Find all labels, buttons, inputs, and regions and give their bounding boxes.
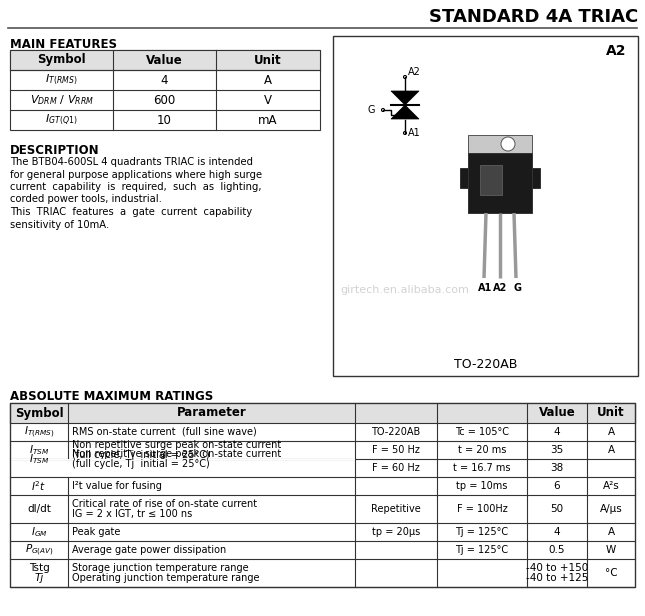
Text: 6: 6: [553, 481, 561, 491]
Text: 600: 600: [154, 94, 175, 107]
Bar: [532, 168, 540, 188]
Text: Symbol: Symbol: [37, 54, 86, 67]
Text: Tstg: Tstg: [28, 563, 50, 573]
Text: -40 to +150: -40 to +150: [526, 563, 588, 573]
Text: Storage junction temperature range: Storage junction temperature range: [72, 563, 248, 573]
Text: Non repetitive surge peak on-state current: Non repetitive surge peak on-state curre…: [72, 440, 281, 450]
Text: girtech.en.alibaba.com: girtech.en.alibaba.com: [340, 285, 469, 295]
Text: °C: °C: [605, 568, 617, 578]
Text: V: V: [264, 94, 272, 107]
Text: 4: 4: [553, 527, 561, 537]
Text: $I_{GM}$: $I_{GM}$: [30, 525, 47, 539]
Bar: [10, 403, 635, 587]
Text: RMS on-state current  (full sine wave): RMS on-state current (full sine wave): [72, 427, 257, 437]
Text: 35: 35: [550, 445, 564, 455]
Polygon shape: [391, 91, 419, 105]
Text: Operating junction temperature range: Operating junction temperature range: [72, 573, 259, 583]
Text: corded power tools, industrial.: corded power tools, industrial.: [10, 195, 162, 205]
Text: Unit: Unit: [254, 54, 282, 67]
Text: $I_{GT(Q1)}$: $I_{GT(Q1)}$: [45, 113, 78, 127]
Bar: [333, 36, 638, 376]
Text: sensitivity of 10mA.: sensitivity of 10mA.: [10, 219, 109, 230]
Bar: [10, 458, 355, 460]
Text: current  capability  is  required,  such  as  lighting,: current capability is required, such as …: [10, 182, 261, 192]
Text: 38: 38: [550, 463, 564, 473]
Text: F = 50 Hz: F = 50 Hz: [372, 445, 420, 455]
Text: A: A: [608, 527, 615, 537]
Text: $V_{DRM}\ /\ V_{RRM}$: $V_{DRM}\ /\ V_{RRM}$: [30, 93, 94, 107]
Bar: [468, 135, 532, 153]
Text: ABSOLUTE MAXIMUM RATINGS: ABSOLUTE MAXIMUM RATINGS: [10, 390, 213, 403]
Bar: [468, 153, 532, 213]
Text: DESCRIPTION: DESCRIPTION: [10, 144, 99, 157]
Text: A: A: [264, 73, 272, 86]
Text: A²s: A²s: [602, 481, 619, 491]
Text: TO-220AB: TO-220AB: [454, 358, 517, 371]
Text: Peak gate: Peak gate: [72, 527, 121, 537]
Text: $I_{TSM}$: $I_{TSM}$: [29, 443, 49, 457]
Bar: [10, 50, 320, 130]
Text: Tj: Tj: [34, 573, 44, 583]
Text: $I_{T(RMS)}$: $I_{T(RMS)}$: [45, 73, 78, 87]
Text: G: G: [368, 105, 375, 115]
Text: 50: 50: [550, 504, 564, 514]
Text: STANDARD 4A TRIAC: STANDARD 4A TRIAC: [429, 8, 638, 26]
Text: 4: 4: [161, 73, 168, 86]
Bar: [10, 403, 635, 423]
Text: Symbol: Symbol: [15, 407, 63, 419]
Text: TO-220AB: TO-220AB: [372, 427, 421, 437]
Text: tp = 10ms: tp = 10ms: [456, 481, 508, 491]
Text: Non repetitive surge peak on-state current: Non repetitive surge peak on-state curre…: [72, 449, 281, 459]
Polygon shape: [391, 105, 419, 119]
Text: A1: A1: [478, 283, 492, 293]
Text: A2: A2: [606, 44, 626, 58]
Bar: [460, 168, 468, 188]
Text: Critical rate of rise of on-state current: Critical rate of rise of on-state curren…: [72, 499, 257, 509]
Text: Value: Value: [539, 407, 575, 419]
Text: 4: 4: [553, 427, 561, 437]
Text: $I_{T(RMS)}$: $I_{T(RMS)}$: [24, 424, 54, 440]
Text: A: A: [608, 445, 615, 455]
Text: Tc = 105°C: Tc = 105°C: [455, 427, 509, 437]
Text: $I_{TSM}$: $I_{TSM}$: [29, 452, 49, 466]
Circle shape: [501, 137, 515, 151]
Text: The BTB04-600SL 4 quadrants TRIAC is intended: The BTB04-600SL 4 quadrants TRIAC is int…: [10, 157, 253, 167]
Text: Repetitive: Repetitive: [371, 504, 421, 514]
Text: A/µs: A/µs: [600, 504, 622, 514]
Text: W: W: [606, 545, 616, 555]
Text: (full cycle, Tj  initial = 25°C): (full cycle, Tj initial = 25°C): [72, 450, 210, 460]
Text: 0.5: 0.5: [549, 545, 565, 555]
Bar: [10, 403, 635, 587]
Text: Tj = 125°C: Tj = 125°C: [455, 527, 508, 537]
Text: A: A: [608, 427, 615, 437]
Bar: [480, 165, 502, 195]
Text: A2: A2: [493, 283, 507, 293]
Text: dI/dt: dI/dt: [27, 504, 51, 514]
Text: for general purpose applications where high surge: for general purpose applications where h…: [10, 169, 262, 179]
Text: This  TRIAC  features  a  gate  current  capability: This TRIAC features a gate current capab…: [10, 207, 252, 217]
Text: F = 60 Hz: F = 60 Hz: [372, 463, 420, 473]
Text: G: G: [514, 283, 522, 293]
Text: Unit: Unit: [597, 407, 625, 419]
Text: $I^2t$: $I^2t$: [32, 479, 46, 493]
Text: mA: mA: [258, 113, 278, 126]
Text: A2: A2: [408, 67, 421, 77]
Text: F = 100Hz: F = 100Hz: [457, 504, 508, 514]
Text: I²t value for fusing: I²t value for fusing: [72, 481, 162, 491]
Text: t = 16.7 ms: t = 16.7 ms: [453, 463, 511, 473]
Text: A1: A1: [408, 128, 421, 138]
Text: MAIN FEATURES: MAIN FEATURES: [10, 38, 117, 51]
Text: -40 to +125: -40 to +125: [526, 573, 588, 583]
Text: 10: 10: [157, 113, 172, 126]
Text: (full cycle, Tj  initial = 25°C): (full cycle, Tj initial = 25°C): [72, 459, 210, 469]
Text: $P_{G(AV)}$: $P_{G(AV)}$: [25, 542, 54, 557]
Bar: [10, 50, 320, 70]
Text: IG = 2 x IGT, tr ≤ 100 ns: IG = 2 x IGT, tr ≤ 100 ns: [72, 509, 192, 519]
Text: t = 20 ms: t = 20 ms: [458, 445, 506, 455]
Text: tp = 20µs: tp = 20µs: [372, 527, 420, 537]
Text: Average gate power dissipation: Average gate power dissipation: [72, 545, 226, 555]
Text: Tj = 125°C: Tj = 125°C: [455, 545, 508, 555]
Text: Value: Value: [146, 54, 183, 67]
Text: Parameter: Parameter: [177, 407, 246, 419]
